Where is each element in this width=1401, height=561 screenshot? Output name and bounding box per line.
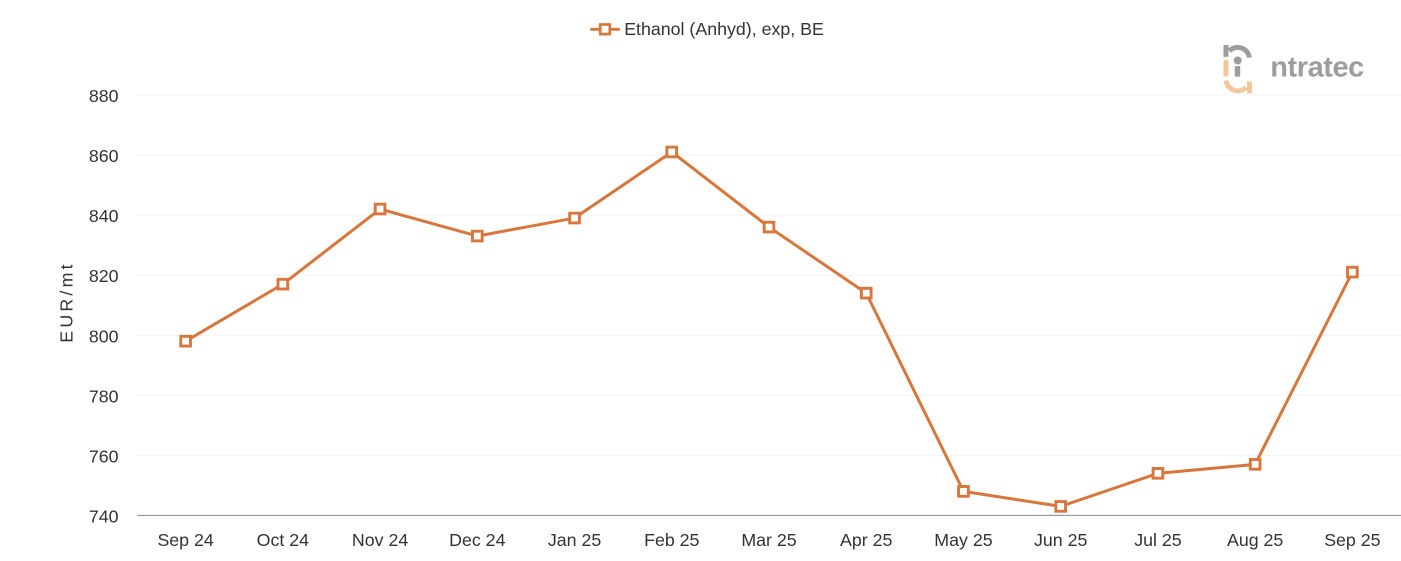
- svg-text:740: 740: [89, 507, 119, 527]
- svg-text:880: 880: [89, 86, 119, 106]
- svg-text:Jan 25: Jan 25: [548, 530, 601, 550]
- svg-text:800: 800: [89, 326, 119, 346]
- svg-text:May 25: May 25: [934, 530, 992, 550]
- svg-text:780: 780: [89, 386, 119, 406]
- svg-text:EUR/mt: EUR/mt: [57, 261, 77, 342]
- svg-text:Sep 25: Sep 25: [1324, 530, 1380, 550]
- svg-text:Feb 25: Feb 25: [644, 530, 699, 550]
- svg-text:840: 840: [89, 206, 119, 226]
- svg-text:Apr 25: Apr 25: [840, 530, 892, 550]
- svg-text:Sep 24: Sep 24: [157, 530, 213, 550]
- svg-text:820: 820: [89, 266, 119, 286]
- svg-text:ntratec: ntratec: [1270, 52, 1364, 84]
- svg-text:760: 760: [89, 446, 119, 466]
- svg-text:860: 860: [89, 146, 119, 166]
- svg-text:Dec 24: Dec 24: [449, 530, 505, 550]
- svg-text:Jun 25: Jun 25: [1034, 530, 1087, 550]
- svg-text:Jul 25: Jul 25: [1134, 530, 1182, 550]
- svg-text:Oct 24: Oct 24: [257, 530, 309, 550]
- svg-text:Nov 24: Nov 24: [352, 530, 408, 550]
- svg-text:Mar 25: Mar 25: [741, 530, 796, 550]
- svg-text:Aug 25: Aug 25: [1227, 530, 1283, 550]
- svg-text:Ethanol (Anhyd), exp, BE: Ethanol (Anhyd), exp, BE: [624, 19, 824, 39]
